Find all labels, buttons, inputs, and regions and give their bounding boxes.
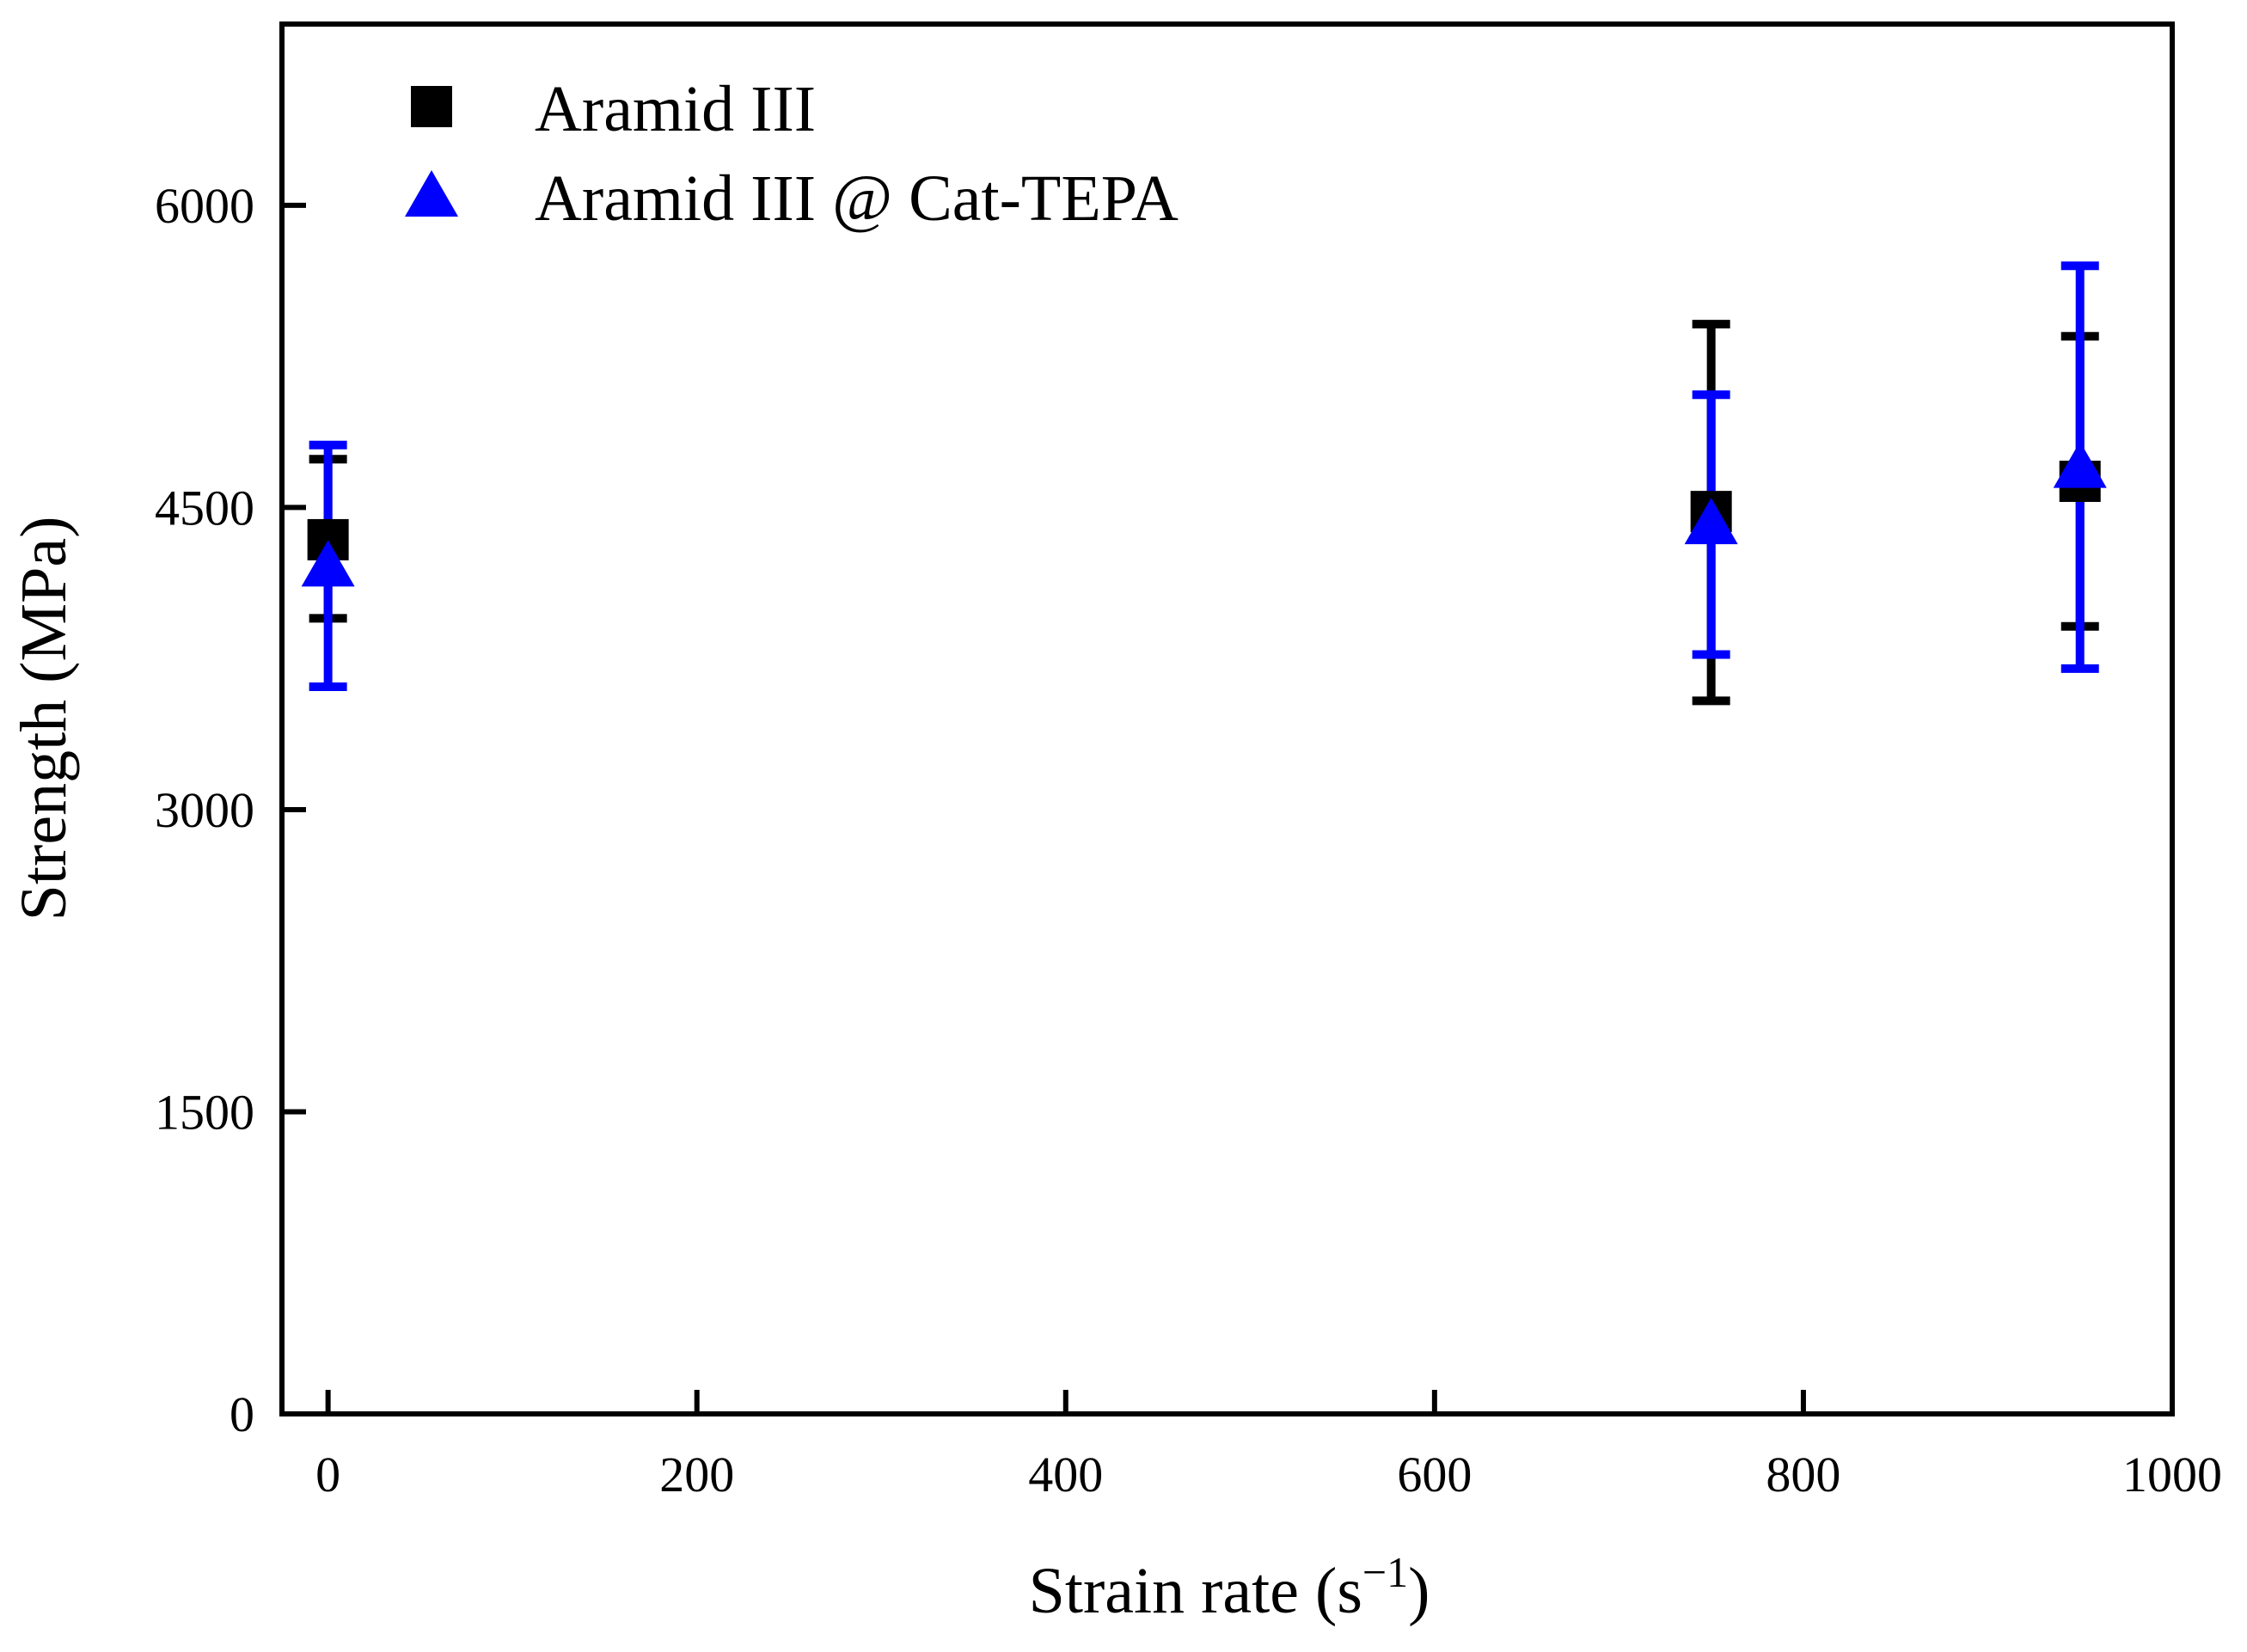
marker-triangle <box>1684 498 1738 545</box>
x-axis-title: Strain rate (s−1) <box>1029 1548 1430 1627</box>
data-markers <box>301 441 2107 587</box>
marker-triangle <box>301 540 355 587</box>
legend-label: Aramid III @ Cat-TEPA <box>535 162 1179 235</box>
x-axis: 0 200 400 600 800 1000 <box>315 1390 2222 1502</box>
x-tick-label: 400 <box>1028 1447 1103 1502</box>
error-bars <box>309 261 2099 706</box>
x-tick-label: 200 <box>659 1447 734 1502</box>
legend-square-icon <box>411 86 452 127</box>
x-axis-title-superscript: −1 <box>1362 1548 1408 1596</box>
y-tick-label: 6000 <box>155 178 254 234</box>
x-tick-label: 0 <box>315 1447 340 1502</box>
legend-label: Aramid III <box>535 73 816 145</box>
plot-frame <box>279 21 2175 1416</box>
marker-triangle <box>2053 441 2107 488</box>
x-tick-label: 600 <box>1397 1447 1472 1502</box>
y-axis-title: Strength (MPa) <box>8 517 80 921</box>
legend: Aramid III Aramid III @ Cat-TEPA <box>405 73 1179 235</box>
y-tick-label: 3000 <box>155 782 254 838</box>
x-axis-title-close: ) <box>1408 1555 1430 1627</box>
y-tick-label: 4500 <box>155 480 254 535</box>
x-tick-label: 1000 <box>2122 1447 2222 1502</box>
y-tick-label: 1500 <box>155 1084 254 1140</box>
y-axis: 0 1500 3000 4500 6000 <box>155 178 306 1442</box>
x-axis-title-main: Strain rate (s <box>1029 1555 1362 1627</box>
y-tick-label: 0 <box>230 1386 254 1442</box>
legend-triangle-icon <box>405 170 458 217</box>
x-tick-label: 800 <box>1766 1447 1840 1502</box>
